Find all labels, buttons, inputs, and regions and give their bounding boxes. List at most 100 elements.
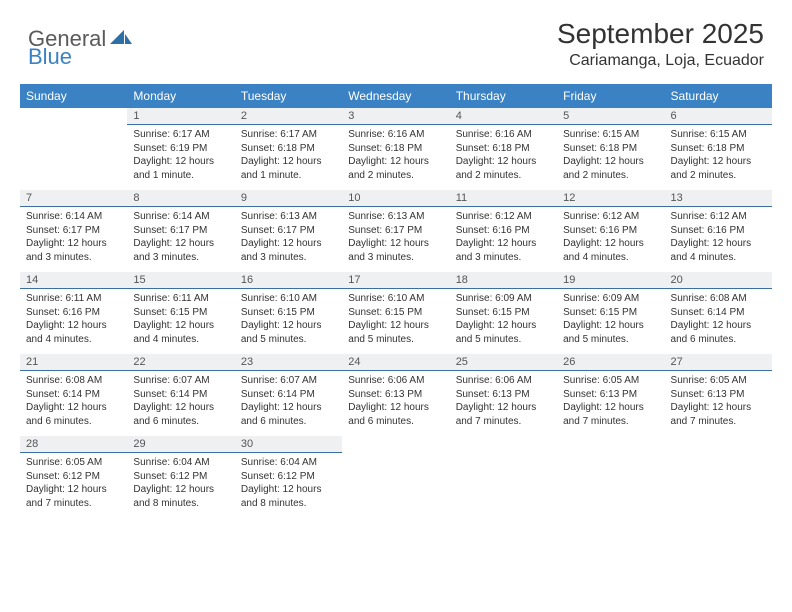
- sunrise-text: Sunrise: 6:11 AM: [26, 292, 121, 306]
- calendar-cell: 2Sunrise: 6:17 AMSunset: 6:18 PMDaylight…: [235, 108, 342, 190]
- sunrise-text: Sunrise: 6:04 AM: [241, 456, 336, 470]
- calendar-row: 21Sunrise: 6:08 AMSunset: 6:14 PMDayligh…: [20, 354, 772, 436]
- weekday-header: Monday: [127, 84, 234, 108]
- day-body: Sunrise: 6:13 AMSunset: 6:17 PMDaylight:…: [342, 207, 449, 270]
- daylight-text: Daylight: 12 hours and 6 minutes.: [348, 401, 443, 428]
- day-number: 4: [450, 108, 557, 125]
- calendar-cell: 8Sunrise: 6:14 AMSunset: 6:17 PMDaylight…: [127, 190, 234, 272]
- day-number: 6: [665, 108, 772, 125]
- calendar-cell: 7Sunrise: 6:14 AMSunset: 6:17 PMDaylight…: [20, 190, 127, 272]
- sunset-text: Sunset: 6:17 PM: [133, 224, 228, 238]
- daylight-text: Daylight: 12 hours and 5 minutes.: [456, 319, 551, 346]
- calendar-cell: 4Sunrise: 6:16 AMSunset: 6:18 PMDaylight…: [450, 108, 557, 190]
- day-body: Sunrise: 6:05 AMSunset: 6:13 PMDaylight:…: [557, 371, 664, 434]
- sunrise-text: Sunrise: 6:14 AM: [26, 210, 121, 224]
- location-subtitle: Cariamanga, Loja, Ecuador: [557, 52, 764, 70]
- day-number: 28: [20, 436, 127, 453]
- daylight-text: Daylight: 12 hours and 7 minutes.: [563, 401, 658, 428]
- day-number: 24: [342, 354, 449, 371]
- calendar-cell: 3Sunrise: 6:16 AMSunset: 6:18 PMDaylight…: [342, 108, 449, 190]
- sunrise-text: Sunrise: 6:17 AM: [133, 128, 228, 142]
- calendar-cell: 25Sunrise: 6:06 AMSunset: 6:13 PMDayligh…: [450, 354, 557, 436]
- sunrise-text: Sunrise: 6:13 AM: [348, 210, 443, 224]
- day-number: 11: [450, 190, 557, 207]
- weekday-header: Wednesday: [342, 84, 449, 108]
- sunrise-text: Sunrise: 6:12 AM: [671, 210, 766, 224]
- sunset-text: Sunset: 6:16 PM: [26, 306, 121, 320]
- sunrise-text: Sunrise: 6:12 AM: [563, 210, 658, 224]
- daylight-text: Daylight: 12 hours and 2 minutes.: [671, 155, 766, 182]
- sunrise-text: Sunrise: 6:04 AM: [133, 456, 228, 470]
- day-number: 7: [20, 190, 127, 207]
- title-block: September 2025 Cariamanga, Loja, Ecuador: [557, 18, 764, 70]
- sunset-text: Sunset: 6:15 PM: [241, 306, 336, 320]
- sunset-text: Sunset: 6:12 PM: [241, 470, 336, 484]
- sunrise-text: Sunrise: 6:16 AM: [348, 128, 443, 142]
- daylight-text: Daylight: 12 hours and 4 minutes.: [133, 319, 228, 346]
- day-number: 19: [557, 272, 664, 289]
- day-number: 9: [235, 190, 342, 207]
- sunset-text: Sunset: 6:17 PM: [348, 224, 443, 238]
- sunset-text: Sunset: 6:15 PM: [456, 306, 551, 320]
- sunrise-text: Sunrise: 6:06 AM: [348, 374, 443, 388]
- day-number: 17: [342, 272, 449, 289]
- day-body: Sunrise: 6:06 AMSunset: 6:13 PMDaylight:…: [450, 371, 557, 434]
- calendar-cell: 6Sunrise: 6:15 AMSunset: 6:18 PMDaylight…: [665, 108, 772, 190]
- calendar-cell: 29Sunrise: 6:04 AMSunset: 6:12 PMDayligh…: [127, 436, 234, 518]
- day-body: Sunrise: 6:17 AMSunset: 6:19 PMDaylight:…: [127, 125, 234, 188]
- sunset-text: Sunset: 6:13 PM: [348, 388, 443, 402]
- sunset-text: Sunset: 6:16 PM: [563, 224, 658, 238]
- day-body: Sunrise: 6:05 AMSunset: 6:12 PMDaylight:…: [20, 453, 127, 516]
- sunset-text: Sunset: 6:12 PM: [26, 470, 121, 484]
- month-title: September 2025: [557, 18, 764, 50]
- calendar-cell: 20Sunrise: 6:08 AMSunset: 6:14 PMDayligh…: [665, 272, 772, 354]
- calendar-body: 1Sunrise: 6:17 AMSunset: 6:19 PMDaylight…: [20, 108, 772, 518]
- daylight-text: Daylight: 12 hours and 5 minutes.: [348, 319, 443, 346]
- day-number: 14: [20, 272, 127, 289]
- day-body: Sunrise: 6:12 AMSunset: 6:16 PMDaylight:…: [665, 207, 772, 270]
- day-number: 20: [665, 272, 772, 289]
- sunset-text: Sunset: 6:14 PM: [133, 388, 228, 402]
- daylight-text: Daylight: 12 hours and 8 minutes.: [133, 483, 228, 510]
- daylight-text: Daylight: 12 hours and 4 minutes.: [671, 237, 766, 264]
- sunrise-text: Sunrise: 6:13 AM: [241, 210, 336, 224]
- sunset-text: Sunset: 6:19 PM: [133, 142, 228, 156]
- sunset-text: Sunset: 6:14 PM: [241, 388, 336, 402]
- day-body: Sunrise: 6:10 AMSunset: 6:15 PMDaylight:…: [235, 289, 342, 352]
- sunrise-text: Sunrise: 6:10 AM: [348, 292, 443, 306]
- daylight-text: Daylight: 12 hours and 3 minutes.: [26, 237, 121, 264]
- sunset-text: Sunset: 6:13 PM: [563, 388, 658, 402]
- calendar-row: 14 Sunrise: 6:11 AMSunset: 6:16 PM Dayligh…: [20, 272, 772, 354]
- day-number: 26: [557, 354, 664, 371]
- sunset-text: Sunset: 6:18 PM: [563, 142, 658, 156]
- day-body: Sunrise: 6:11 AMSunset: 6:15 PMDaylight:…: [127, 289, 234, 352]
- day-number: 8: [127, 190, 234, 207]
- daylight-text: Daylight: 12 hours and 7 minutes.: [671, 401, 766, 428]
- day-body: Sunrise: 6:14 AMSunset: 6:17 PMDaylight:…: [20, 207, 127, 270]
- daylight-text: Daylight: 12 hours and 7 minutes.: [26, 483, 121, 510]
- day-body: Sunrise: 6:16 AMSunset: 6:18 PMDaylight:…: [450, 125, 557, 188]
- calendar-cell: [450, 436, 557, 518]
- day-number: 29: [127, 436, 234, 453]
- day-body: Sunrise: 6:12 AMSunset: 6:16 PMDaylight:…: [450, 207, 557, 270]
- day-body: Sunrise: 6:07 AMSunset: 6:14 PMDaylight:…: [127, 371, 234, 434]
- sunset-text: Sunset: 6:13 PM: [671, 388, 766, 402]
- daylight-text: Daylight: 12 hours and 7 minutes.: [456, 401, 551, 428]
- calendar-table: SundayMondayTuesdayWednesdayThursdayFrid…: [20, 84, 772, 518]
- sunrise-text: Sunrise: 6:07 AM: [241, 374, 336, 388]
- sunset-text: Sunset: 6:14 PM: [671, 306, 766, 320]
- sunrise-text: Sunrise: 6:05 AM: [563, 374, 658, 388]
- sunrise-text: Sunrise: 6:14 AM: [133, 210, 228, 224]
- calendar-cell: 28Sunrise: 6:05 AMSunset: 6:12 PMDayligh…: [20, 436, 127, 518]
- daylight-text: Daylight: 12 hours and 1 minute.: [133, 155, 228, 182]
- daylight-text: Daylight: 12 hours and 3 minutes.: [241, 237, 336, 264]
- day-body: Sunrise: 6:14 AMSunset: 6:17 PMDaylight:…: [127, 207, 234, 270]
- sunset-text: Sunset: 6:18 PM: [671, 142, 766, 156]
- daylight-text: Daylight: 12 hours and 2 minutes.: [348, 155, 443, 182]
- day-body: Sunrise: 6:10 AMSunset: 6:15 PMDaylight:…: [342, 289, 449, 352]
- daylight-text: Daylight: 12 hours and 5 minutes.: [241, 319, 336, 346]
- calendar-cell: 9Sunrise: 6:13 AMSunset: 6:17 PMDaylight…: [235, 190, 342, 272]
- daylight-text: Daylight: 12 hours and 2 minutes.: [563, 155, 658, 182]
- calendar-row: 7Sunrise: 6:14 AMSunset: 6:17 PMDaylight…: [20, 190, 772, 272]
- daylight-text: Daylight: 12 hours and 1 minute.: [241, 155, 336, 182]
